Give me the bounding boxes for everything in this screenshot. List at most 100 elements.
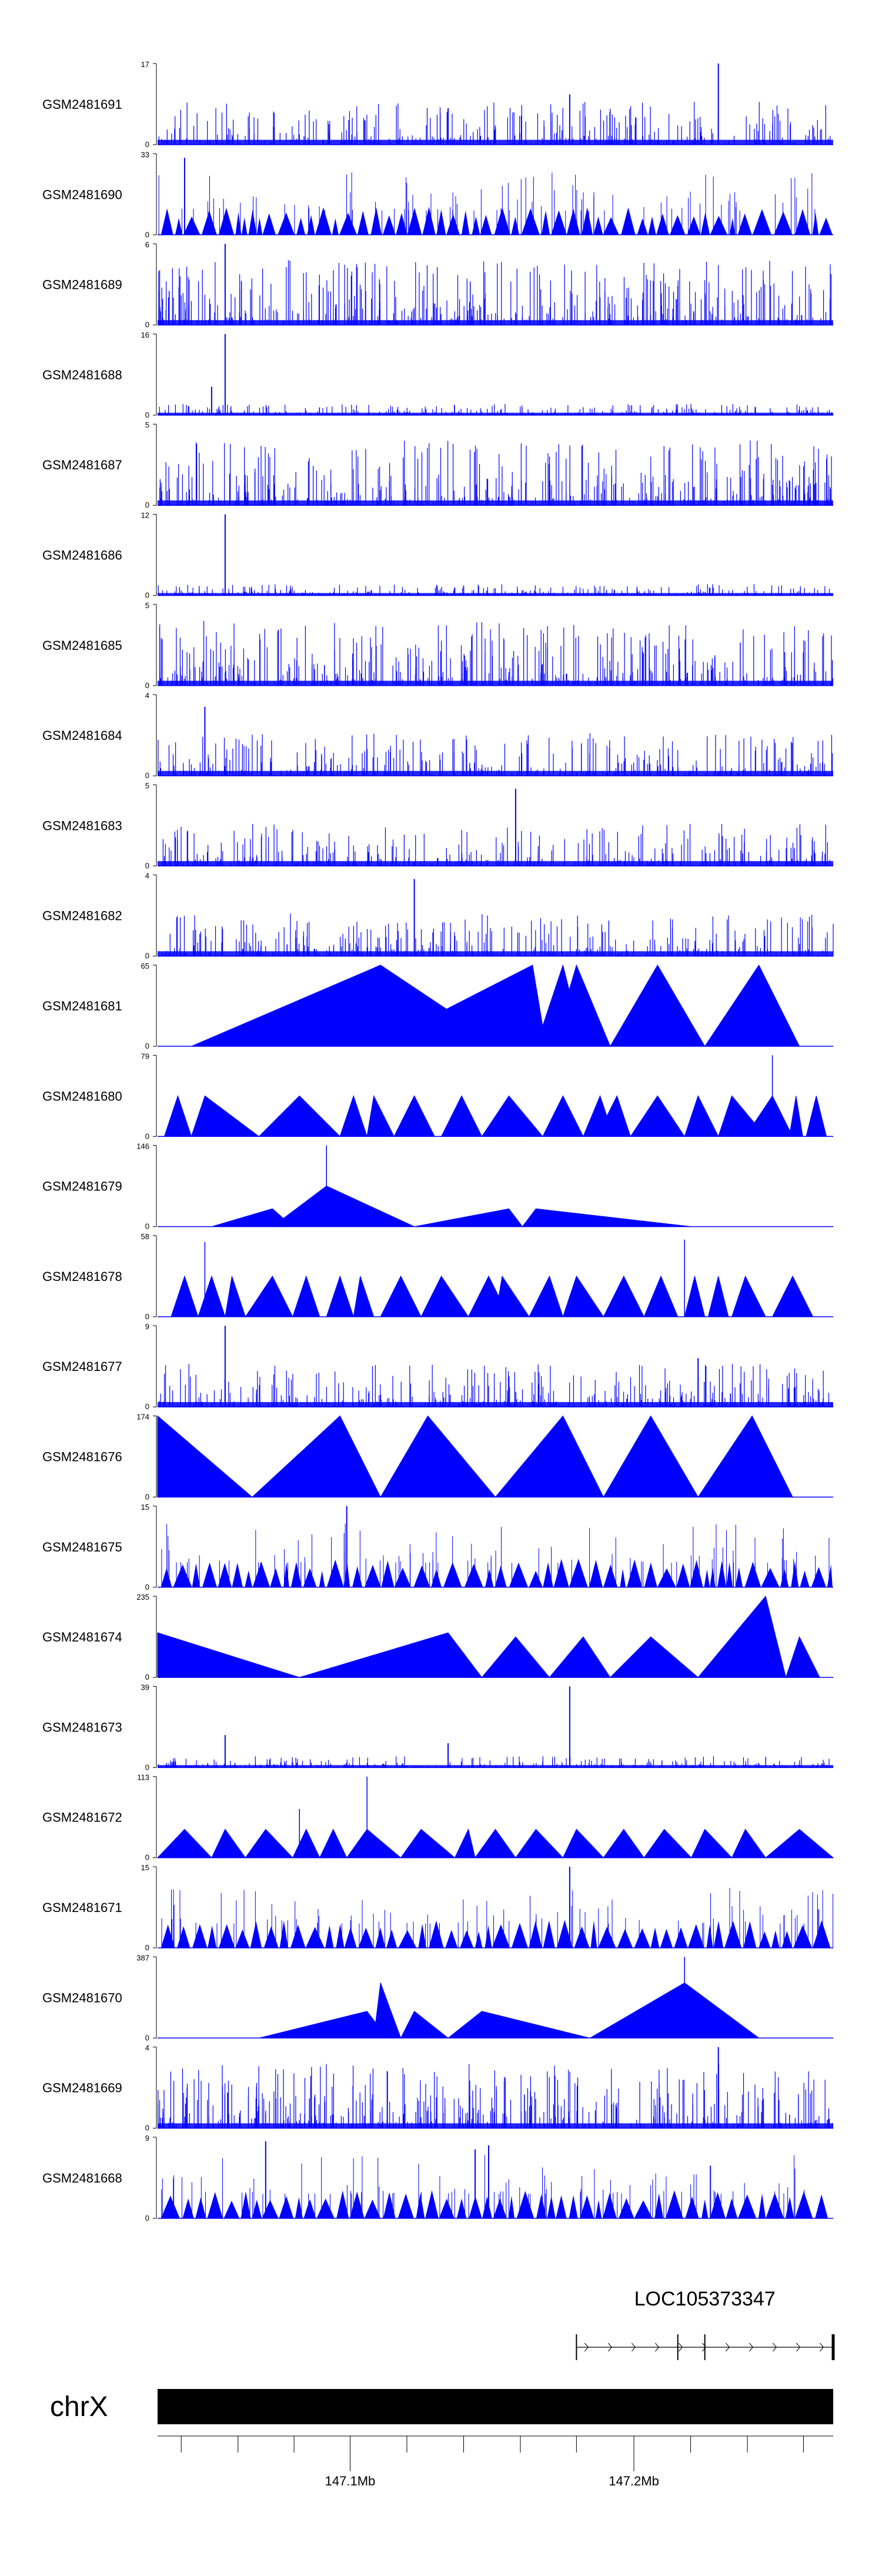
y-axis-min-label: 0 [145, 1402, 149, 1411]
signal-peak [713, 1921, 724, 1948]
signal-peak [549, 1636, 611, 1678]
signal-peak [475, 1931, 483, 1948]
signal-peak [621, 207, 636, 235]
signal-peak [163, 1095, 192, 1137]
signal-peak [202, 1562, 217, 1587]
track-GSM2481676: GSM2481676 174 0 [42, 1413, 833, 1501]
signal-peak [812, 212, 819, 235]
y-axis-min-label: 0 [145, 1943, 149, 1952]
signal-peak [420, 1275, 469, 1317]
signal-peak [332, 218, 339, 235]
signal-peak [791, 1561, 799, 1587]
signal-peak [161, 1924, 175, 1948]
signal-peak [690, 1828, 733, 1858]
signal-peak [398, 1930, 417, 1948]
signal-peak [414, 1208, 523, 1227]
y-axis-max-label: 113 [137, 1773, 149, 1782]
y-axis-max-label: 33 [141, 150, 149, 159]
signal-peak [208, 1926, 217, 1948]
track-label: GSM2481686 [42, 548, 122, 563]
signal-peak [353, 1276, 375, 1317]
track-GSM2481681: GSM2481681 65 0 [42, 962, 833, 1050]
signal-peak [710, 1567, 716, 1587]
signal-peak [697, 1415, 793, 1497]
signal-peak [326, 1275, 354, 1317]
signal-peak [495, 1275, 530, 1317]
signal-baseline-fill [158, 593, 833, 596]
signal-peak [731, 1828, 767, 1858]
track-label: GSM2481675 [42, 1540, 122, 1554]
signal-peak [413, 1565, 430, 1587]
signal-peak [813, 1920, 831, 1948]
signal-peak [315, 207, 332, 235]
signal-peak [485, 1925, 492, 1948]
signal-peak [336, 1924, 345, 1948]
track-GSM2481675: GSM2481675 15 0 [42, 1503, 833, 1591]
signal-peak [157, 1415, 253, 1497]
signal-peak [697, 1596, 787, 1678]
signal-peak [627, 1559, 643, 1587]
signal-peak [566, 209, 580, 235]
signal-peak [700, 212, 710, 235]
signal-baseline-fill [158, 1765, 833, 1768]
signal-tracks: GSM2481691170GSM2481690330GSM248168960GS… [42, 60, 834, 2223]
track-label: GSM2481673 [42, 1720, 122, 1734]
y-axis-max-label: 4 [145, 691, 149, 700]
signal-peak [676, 1563, 690, 1587]
y-axis-min-label: 0 [145, 230, 149, 239]
signal-peak [771, 1930, 780, 1948]
signal-peak [339, 212, 357, 235]
y-axis-min-label: 0 [145, 1583, 149, 1591]
signal-peak [634, 1928, 650, 1948]
signal-peak [650, 1927, 660, 1948]
signal-peak [192, 1924, 208, 1948]
signal-peak [375, 1927, 386, 1948]
signal-peak [674, 1927, 688, 1948]
signal-peak [574, 1926, 590, 1948]
signal-peak [245, 1275, 293, 1317]
y-axis-max-label: 4 [145, 872, 149, 880]
signal-peak [262, 213, 276, 235]
signal-peak [511, 1923, 528, 1948]
signal-peak [660, 1928, 673, 1948]
signal-peak [481, 1636, 550, 1678]
signal-peak [436, 209, 446, 235]
signal-peak [562, 1828, 604, 1858]
y-axis-min-label: 0 [145, 591, 149, 600]
track-label: GSM2481678 [42, 1269, 122, 1284]
signal-peak [529, 1921, 542, 1948]
signal-peak [198, 1275, 226, 1317]
y-axis-min-label: 0 [145, 1132, 149, 1140]
y-axis-min-label: 0 [145, 861, 149, 870]
signal-peak [551, 210, 567, 235]
signal-peak [232, 1563, 243, 1587]
y-axis-max-label: 5 [145, 601, 149, 610]
signal-peak [827, 1564, 833, 1587]
signal-peak [590, 1920, 597, 1948]
signal-peak [382, 215, 396, 235]
y-axis-min-label: 0 [145, 1493, 149, 1501]
y-axis-min-label: 0 [145, 411, 149, 419]
signal-peak [235, 212, 242, 235]
signal-baseline-fill [158, 770, 833, 776]
signal-baseline-fill [158, 412, 833, 415]
signal-peak [603, 1828, 645, 1858]
signal-peak [690, 1560, 703, 1587]
signal-peak [789, 1096, 803, 1137]
signal-peak [218, 1563, 232, 1587]
signal-peak [248, 209, 257, 235]
signal-peak [543, 1920, 555, 1948]
track-GSM2481691: GSM2481691 17 0 [42, 60, 833, 149]
signal-peak [811, 1567, 827, 1587]
signal-peak [352, 1566, 363, 1587]
signal-peak [357, 211, 369, 235]
signal-peak [252, 1561, 270, 1587]
signal-peak [365, 1564, 381, 1587]
signal-baseline-fill [158, 1402, 833, 1407]
signal-peak [386, 1929, 397, 1948]
signal-peak [630, 1095, 686, 1137]
signal-peak [241, 217, 248, 235]
y-axis-max-label: 6 [145, 241, 149, 249]
y-axis-max-label: 9 [145, 1322, 149, 1331]
signal-baseline-fill [158, 951, 833, 956]
